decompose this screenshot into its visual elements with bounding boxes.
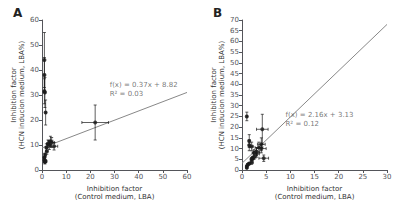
svg-text:f(x) = 0.37x + 8.82: f(x) = 0.37x + 8.82 [110, 81, 178, 89]
svg-text:Inhibition factor: Inhibition factor [210, 67, 218, 123]
svg-text:10: 10 [286, 173, 295, 181]
svg-text:Inhibition factor: Inhibition factor [87, 185, 143, 193]
svg-text:60: 60 [183, 173, 192, 181]
svg-text:20: 20 [334, 173, 343, 181]
svg-text:0: 0 [235, 166, 239, 174]
svg-text:20: 20 [30, 116, 39, 124]
svg-text:10: 10 [230, 145, 239, 153]
svg-text:50: 50 [158, 173, 167, 181]
svg-text:(HCN inducion medium, LBA%): (HCN inducion medium, LBA%) [218, 41, 226, 150]
svg-text:30: 30 [230, 102, 239, 110]
svg-text:5: 5 [264, 173, 268, 181]
svg-text:5: 5 [235, 155, 239, 163]
svg-text:15: 15 [230, 134, 239, 142]
svg-text:30: 30 [383, 173, 392, 181]
svg-text:(Control medium, LBA): (Control medium, LBA) [75, 193, 155, 201]
svg-text:55: 55 [230, 48, 239, 56]
svg-text:25: 25 [358, 173, 367, 181]
svg-text:f(x) = 2.16x + 3.13: f(x) = 2.16x + 3.13 [286, 111, 354, 119]
svg-text:R² = 0.03: R² = 0.03 [110, 90, 144, 98]
svg-text:10: 10 [62, 173, 71, 181]
svg-text:50: 50 [30, 41, 39, 49]
svg-text:20: 20 [86, 173, 95, 181]
svg-text:70: 70 [230, 16, 239, 24]
svg-text:(Control medium, LBA): (Control medium, LBA) [275, 193, 355, 201]
svg-text:30: 30 [110, 173, 119, 181]
svg-text:60: 60 [230, 37, 239, 45]
svg-text:40: 40 [134, 173, 143, 181]
svg-text:50: 50 [230, 59, 239, 67]
svg-text:60: 60 [30, 16, 39, 24]
svg-text:45: 45 [230, 70, 239, 78]
svg-text:25: 25 [230, 112, 239, 120]
svg-text:0: 0 [240, 173, 244, 181]
svg-text:0: 0 [35, 166, 39, 174]
svg-text:15: 15 [310, 173, 319, 181]
svg-text:Inhibition factor: Inhibition factor [10, 67, 18, 123]
svg-text:10: 10 [30, 141, 39, 149]
svg-text:40: 40 [230, 80, 239, 88]
svg-text:40: 40 [30, 66, 39, 74]
svg-text:35: 35 [230, 91, 239, 99]
svg-text:(HCN inducion medium, LBA%): (HCN inducion medium, LBA%) [18, 41, 26, 150]
svg-text:0: 0 [40, 173, 44, 181]
svg-text:65: 65 [230, 27, 239, 35]
svg-text:R² = 0.12: R² = 0.12 [286, 120, 320, 128]
svg-text:30: 30 [30, 91, 39, 99]
svg-text:Inhibition factor: Inhibition factor [287, 185, 343, 193]
svg-text:B: B [213, 6, 222, 20]
svg-text:A: A [13, 6, 23, 20]
svg-text:20: 20 [230, 123, 239, 131]
